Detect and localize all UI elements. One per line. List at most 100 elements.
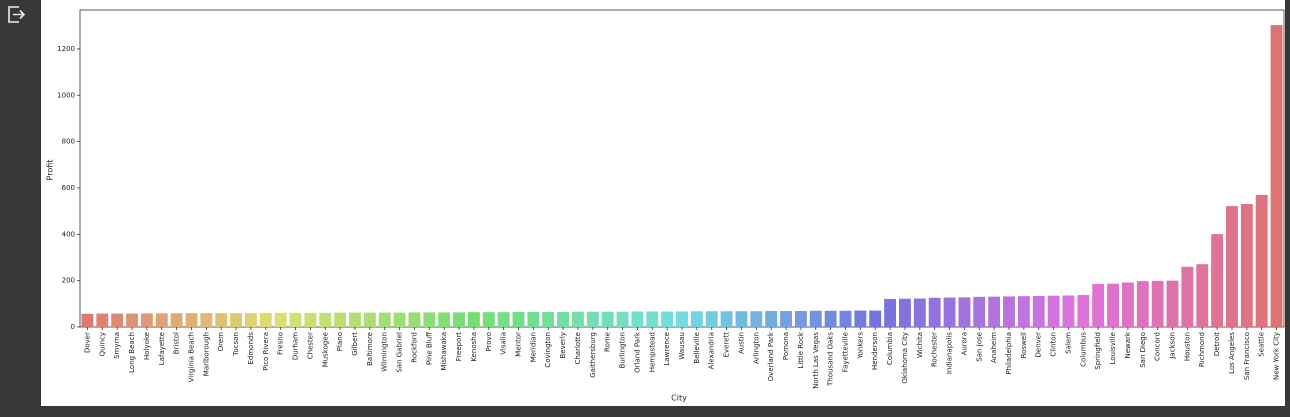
exit-icon[interactable] [8,6,26,23]
x-tick-label: Mishawaka [440,332,448,371]
x-tick-label: Fayetteville [842,332,850,372]
y-axis-title: Profit [46,160,55,181]
x-tick-label: Kenosha [470,332,478,362]
bar [349,312,361,327]
x-tick-label: Quincy [98,332,106,356]
bar [1226,206,1238,327]
x-tick-label: Overland Park [767,331,775,381]
x-tick-label: San Diego [1139,332,1147,368]
x-tick-label: Austin [737,332,745,354]
x-tick-label: Meridian [529,332,537,362]
bar [453,312,465,327]
bar [200,313,213,327]
bar [586,311,599,327]
bar [1032,295,1045,327]
x-tick-label: Louisville [1109,332,1117,364]
x-tick-label: Rockford [410,332,418,363]
y-tick-label: 400 [62,230,75,238]
bar [601,311,614,327]
x-tick-label: Indianapolis [946,332,954,375]
x-tick-label: Henderson [871,332,879,370]
bar [1151,280,1164,327]
x-tick-label: Edmonds [247,332,255,365]
bar [230,313,243,327]
bar [111,313,124,327]
bar [854,310,867,327]
x-tick-label: Marlborough [202,332,210,376]
x-tick-label: Beverly [559,332,567,359]
bar [482,312,495,327]
bar [958,297,971,327]
x-tick-label: Mentor [514,332,522,357]
bar [215,313,228,327]
x-tick-label: Pomona [782,332,790,360]
x-tick-label: Denver [1035,332,1043,358]
x-tick-label: San Francisco [1243,332,1251,380]
x-tick-label: Visalia [500,332,508,355]
bar [780,311,792,327]
bar [304,312,317,327]
x-tick-label: Freeport [455,332,463,361]
x-tick-label: Los Angeles [1228,332,1236,374]
x-tick-label: Yonkers [856,332,864,360]
bar [319,312,332,327]
bar [393,312,406,327]
y-tick-label: 1200 [57,45,75,53]
bar [512,311,525,327]
x-tick-label: Pine Bluff [425,332,433,365]
x-tick-label: Clinton [1050,332,1058,357]
x-tick-label: Smyrna [113,332,121,359]
bar [735,311,748,327]
x-tick-label: Charlotte [574,332,582,365]
x-tick-label: Gilbert [351,332,359,356]
x-tick-label: Richmond [1198,332,1206,367]
icon-frame [8,6,19,23]
bar [81,313,94,327]
bar [988,296,1001,327]
y-tick-label: 200 [62,277,75,285]
bar [899,298,911,327]
x-tick-label: Thousand Oaks [827,332,835,387]
x-tick-label: Fresno [277,332,285,355]
bar [408,312,421,327]
x-tick-label: Durham [292,332,300,360]
bar [928,297,941,327]
bar [467,312,480,327]
x-tick-label: Oklahoma City [901,332,909,384]
bar [720,311,733,327]
bar [542,311,555,327]
x-tick-label: Burlington [619,332,627,368]
x-tick-label: Chester [306,332,314,359]
x-tick-label: Jackson [1169,332,1177,360]
x-tick-label: Wichita [916,332,924,358]
x-tick-label: Orland Park [633,331,641,373]
x-tick-label: Plano [336,332,344,351]
bar [794,311,807,327]
bar [1092,283,1105,327]
bar [1047,295,1060,327]
x-tick-label: Gaithersburg [589,332,597,378]
icon-arrow [13,9,26,20]
bar [274,312,287,327]
bar [1062,295,1075,327]
bar [527,311,540,327]
bar [1136,281,1149,327]
bar [1107,283,1120,327]
bar [289,312,302,327]
bar [170,313,183,327]
x-tick-label: Rome [604,332,612,352]
bar [185,313,198,327]
bar [244,313,257,327]
bar [1017,296,1030,327]
bar [690,311,703,327]
x-tick-label: Bristol [173,332,181,354]
x-tick-label: Lafayette [158,332,166,365]
bar [809,310,822,327]
bar [913,298,926,327]
bar [1270,25,1283,327]
bar [155,313,168,327]
bar [973,296,986,327]
x-tick-label: Dover [83,332,91,353]
x-axis-title: City [671,394,687,403]
x-tick-label: San Gabriel [396,332,404,373]
